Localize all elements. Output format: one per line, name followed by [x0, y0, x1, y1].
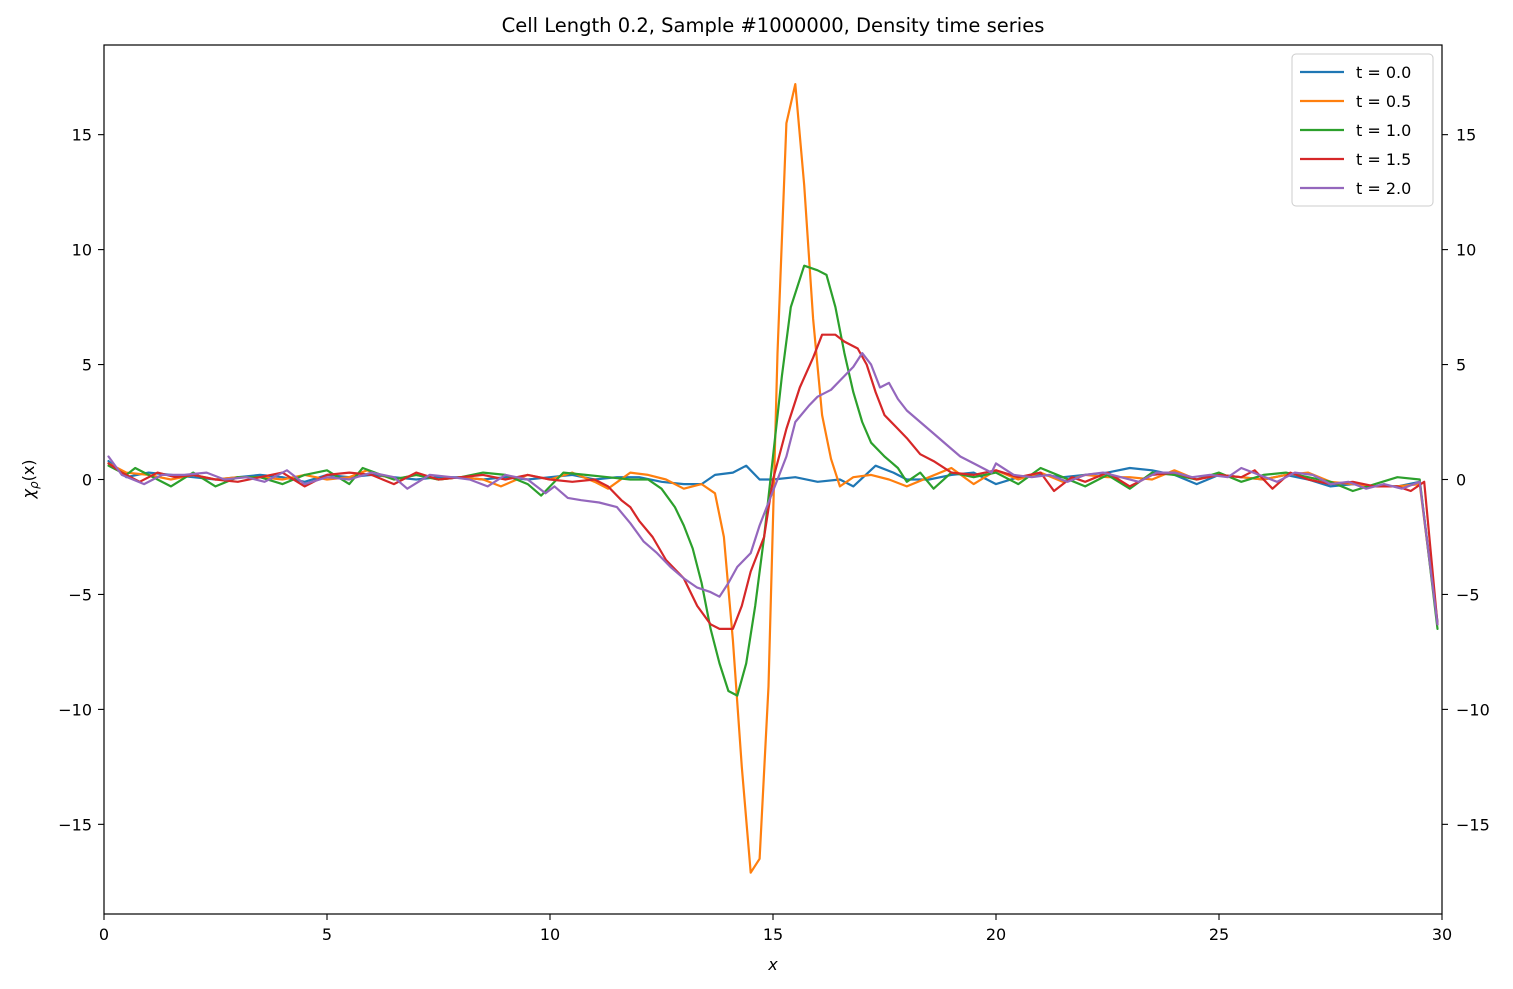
- legend-label-4: t = 2.0: [1356, 179, 1411, 198]
- chart-title: Cell Length 0.2, Sample #1000000, Densit…: [502, 14, 1045, 37]
- y-tick-label-left: 15: [72, 126, 92, 145]
- y-tick-label-left: 10: [72, 241, 92, 260]
- y-axis-right: −15 −10 −5 0 5 10 15: [1442, 126, 1490, 834]
- y-tick-label-right: 10: [1456, 241, 1476, 260]
- y-axis-label-base: χ: [19, 489, 38, 500]
- series-line-3: [107, 333, 1439, 631]
- legend-label-3: t = 1.5: [1356, 150, 1411, 169]
- y-tick-label-right: 5: [1456, 356, 1466, 375]
- y-tick-label-right: −10: [1456, 700, 1490, 719]
- y-tick-label-right: −5: [1456, 585, 1480, 604]
- series-lines: [107, 82, 1439, 874]
- y-axis-label-subscript: ρ: [27, 481, 41, 489]
- x-tick-label: 30: [1432, 925, 1452, 944]
- y-tick-label-left: −5: [68, 585, 92, 604]
- legend-label-0: t = 0.0: [1356, 63, 1411, 82]
- y-tick-label-left: 0: [82, 471, 92, 490]
- legend-label-2: t = 1.0: [1356, 121, 1411, 140]
- y-tick-label-left: −15: [58, 815, 92, 834]
- y-tick-label-right: −15: [1456, 815, 1490, 834]
- series-line-4: [107, 352, 1439, 626]
- legend-label-1: t = 0.5: [1356, 92, 1411, 111]
- y-tick-label-right: 15: [1456, 126, 1476, 145]
- legend-box: [1291, 53, 1434, 207]
- x-axis: 0 5 10 15 20 25 30: [99, 914, 1452, 944]
- y-tick-label-right: 0: [1456, 471, 1466, 490]
- x-axis-label: x: [767, 955, 778, 974]
- x-tick-label: 25: [1209, 925, 1229, 944]
- x-tick-label: 15: [763, 925, 783, 944]
- x-tick-label: 10: [540, 925, 560, 944]
- x-tick-label: 5: [322, 925, 332, 944]
- x-tick-label: 20: [986, 925, 1006, 944]
- y-tick-label-left: −10: [58, 700, 92, 719]
- y-axis-label-tail: (x): [19, 459, 38, 481]
- x-tick-label: 0: [99, 925, 109, 944]
- y-axis-left: −15 −10 −5 0 5 10 15: [58, 126, 104, 834]
- legend: t = 0.0 t = 0.5 t = 1.0 t = 1.5 t = 2.0: [1291, 53, 1434, 207]
- y-tick-label-left: 5: [82, 356, 92, 375]
- y-axis-label: χρ(x): [19, 459, 41, 499]
- series-line-1: [107, 82, 1439, 874]
